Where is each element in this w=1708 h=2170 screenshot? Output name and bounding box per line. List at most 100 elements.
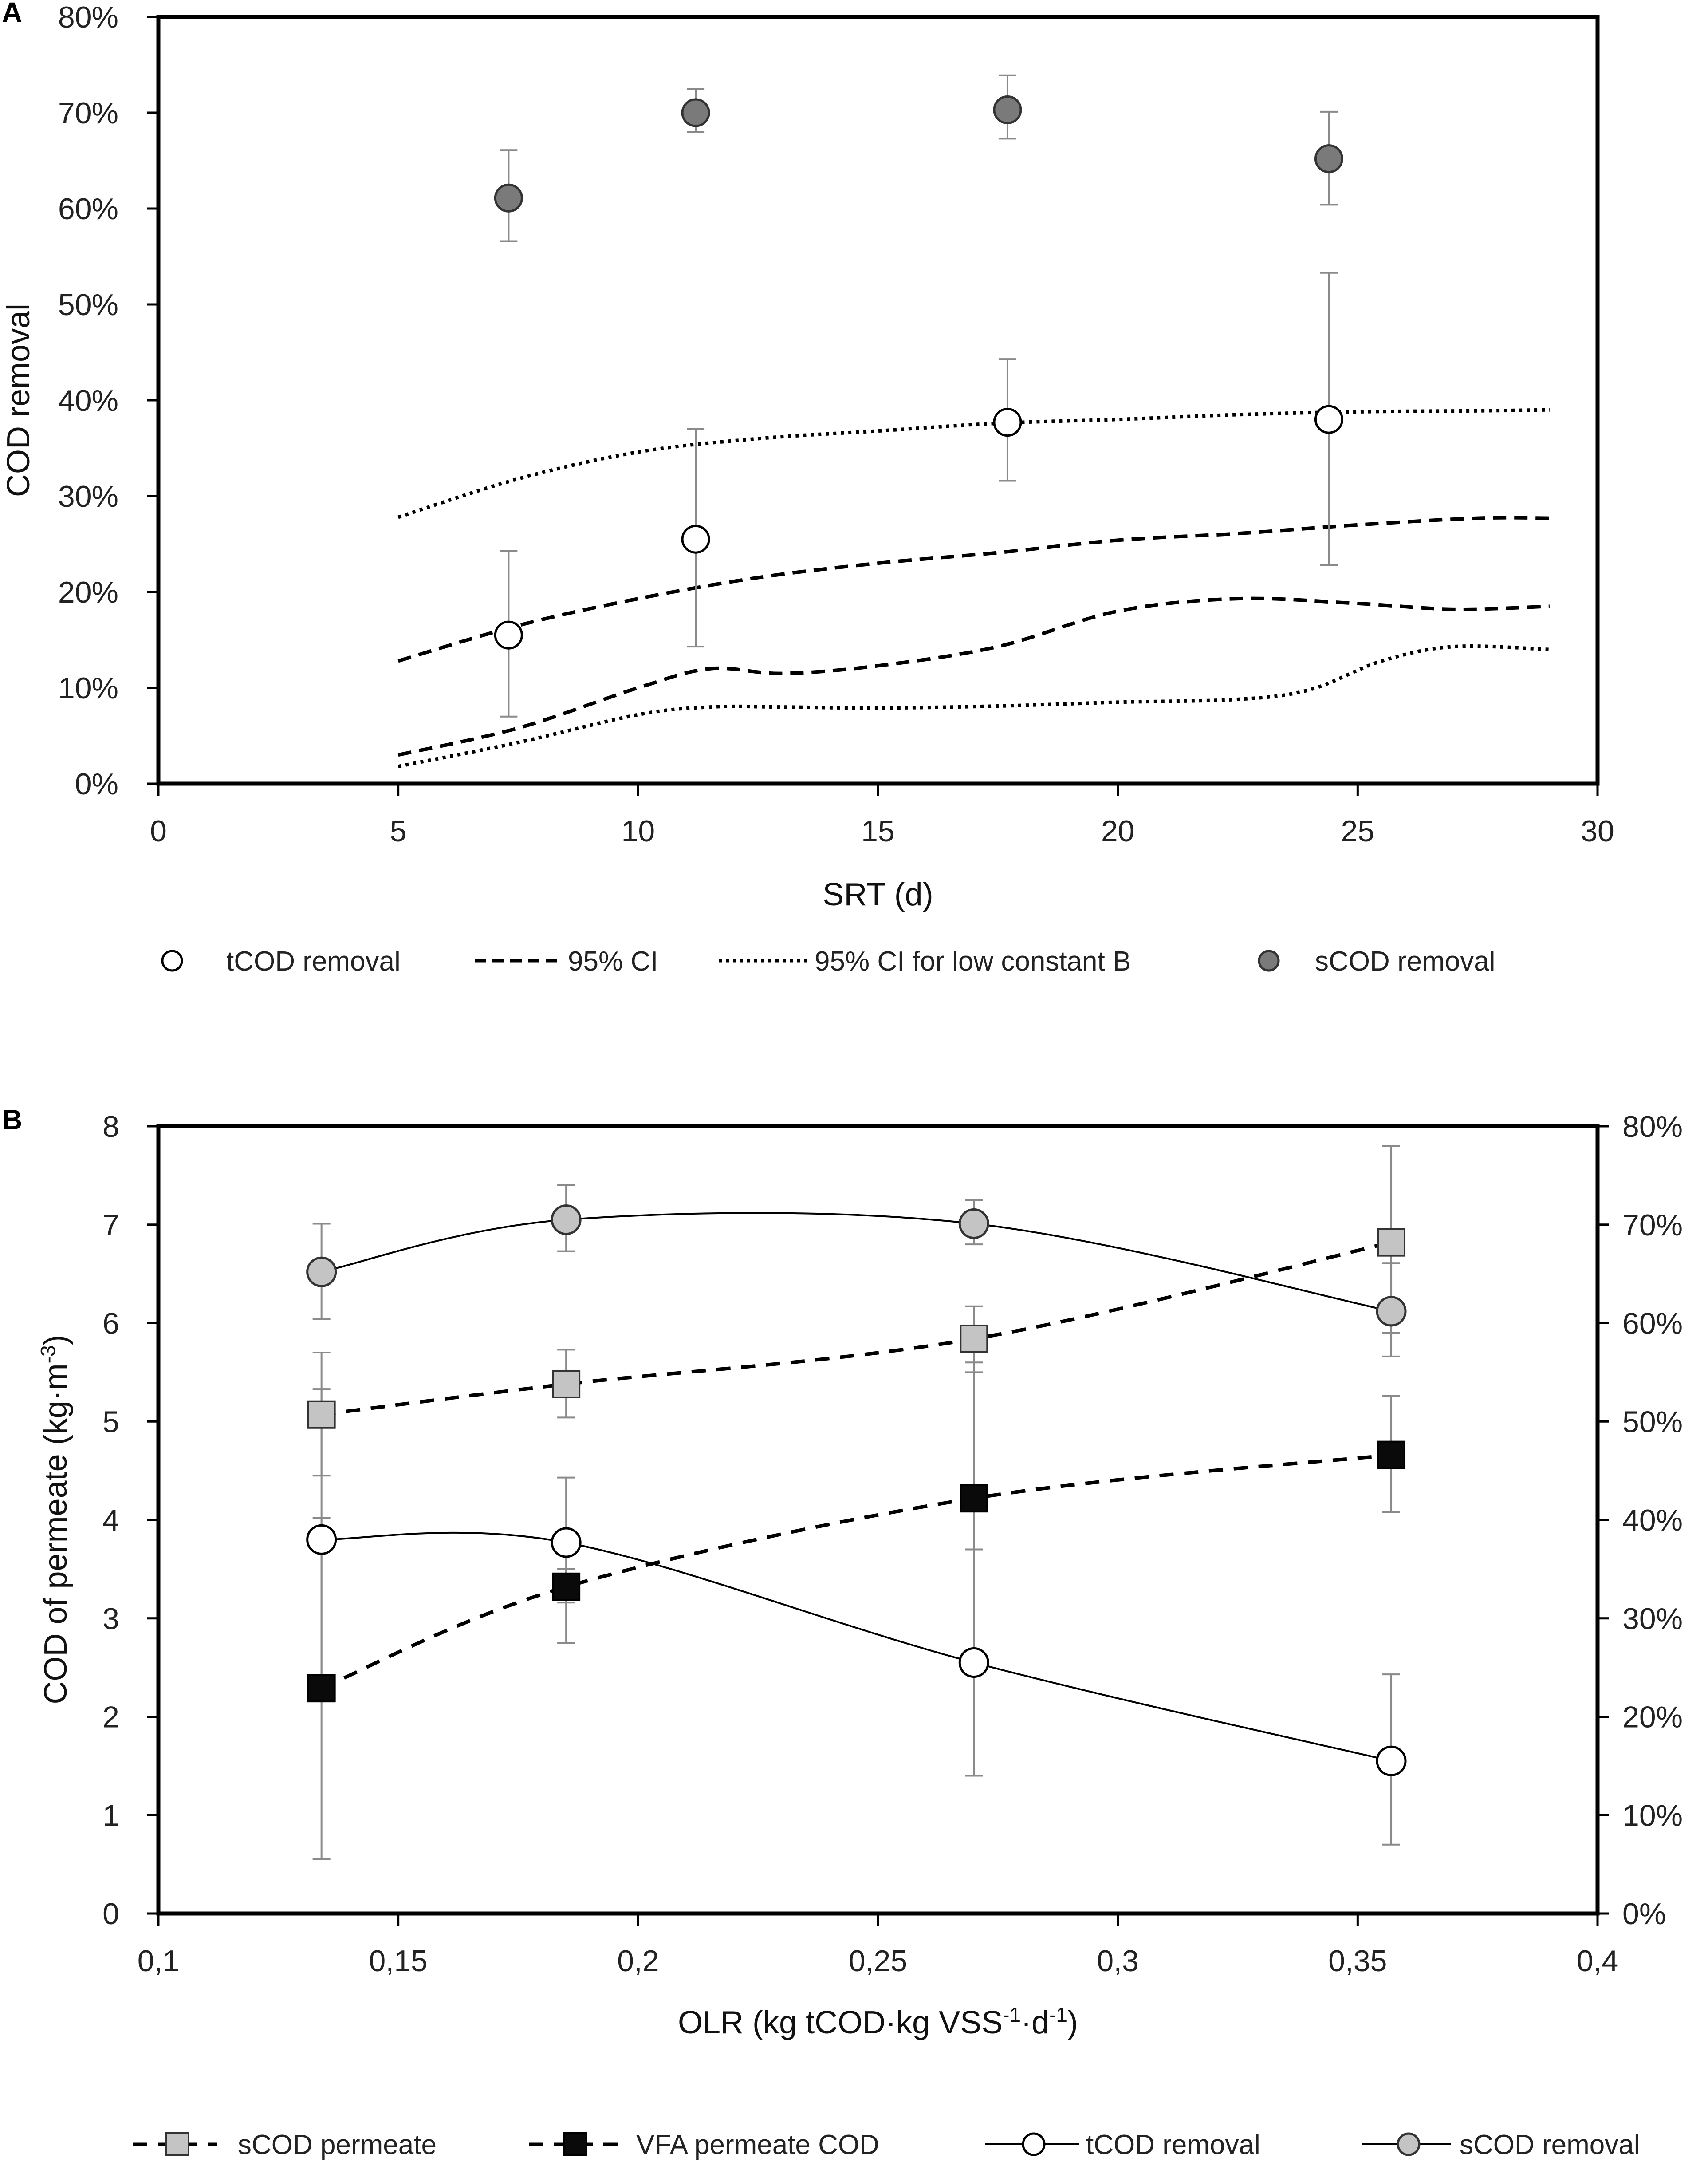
panel-a-tcod-point xyxy=(494,620,523,650)
panel-b-x-tick-label: 0,2 xyxy=(617,1944,659,1978)
panel-b-x-title-main: OLR (kg tCOD·kg VSS xyxy=(678,2005,1003,2040)
panel-a-ci95-low-b-curve xyxy=(397,644,1550,769)
panel-a-x-tick-label: 20 xyxy=(1101,814,1135,848)
panel-b-tcod-point xyxy=(1376,1745,1407,1776)
panel-b-x-title-mid: ·d xyxy=(1021,2005,1049,2040)
panel-b-label: B xyxy=(2,1104,22,1136)
panel-b-right-tick-label: 50% xyxy=(1622,1405,1683,1439)
panel-b-x-tick-label: 0,25 xyxy=(849,1944,907,1978)
panel-b-left-tick-label: 3 xyxy=(102,1602,119,1636)
panel-b-left-tick-label: 1 xyxy=(102,1799,119,1832)
panel-a-ci95-curve xyxy=(397,516,1550,663)
panel-a-ticks: 0 5 10 15 20 25 30 0% 10% 20% 30% 40% 50% 60% 70% 80% xyxy=(58,0,1614,848)
panel-b-scod-permeate-point xyxy=(960,1324,988,1353)
panel-a-y-tick-label: 40% xyxy=(58,384,118,418)
panel-a-y-tick-label: 50% xyxy=(58,288,118,322)
panel-b-plot-frame xyxy=(156,1124,1600,1916)
panel-b-right-tick-label: 0% xyxy=(1622,1897,1666,1931)
panel-b-y-axis-title: COD of permeate (kg·m-3) xyxy=(36,1334,74,1704)
panel-b-right-tick-label: 40% xyxy=(1622,1503,1683,1537)
panel-b-curves xyxy=(321,1212,1392,1762)
panel-b-x-tick-label: 0,35 xyxy=(1328,1944,1387,1978)
panel-b-right-tick-label: 30% xyxy=(1622,1602,1683,1636)
panel-b: B 0,1 0,15 0,2 0,25 0,3 0,35 0,40123456780%10%… xyxy=(2,1104,1683,2160)
panel-b-right-tick-label: 20% xyxy=(1622,1700,1683,1734)
panel-b-y-title-main: COD of permeate (kg·m xyxy=(38,1363,74,1704)
panel-a-y-tick-label: 60% xyxy=(58,192,118,226)
panel-b-x-tick-label: 0,15 xyxy=(369,1944,427,1978)
panel-a-tcod-point xyxy=(1314,405,1343,434)
legend-b-tcod-label: tCOD removal xyxy=(1086,2130,1260,2160)
panel-b-x-tick-label: 0,1 xyxy=(138,1944,180,1978)
panel-a-scod-point xyxy=(494,183,523,213)
legend-b-vfa-marker xyxy=(563,2132,587,2156)
panel-b-right-tick-label: 70% xyxy=(1622,1208,1683,1242)
panel-b-tcod-point xyxy=(306,1524,337,1555)
legend-b-scod-marker xyxy=(1397,2132,1421,2156)
legend-b-scod-permeate-marker xyxy=(165,2132,189,2156)
panel-a-y-tick-label: 20% xyxy=(58,576,118,609)
legend-a-tcod-label: tCOD removal xyxy=(226,946,401,977)
panel-b-right-tick-label: 10% xyxy=(1622,1799,1683,1832)
panel-a-y-tick-label: 30% xyxy=(58,480,118,513)
panel-a-x-tick-label: 15 xyxy=(861,814,895,848)
panel-a-curves xyxy=(397,408,1550,769)
panel-a-y-tick-label: 0% xyxy=(75,767,118,801)
panel-b-left-tick-label: 6 xyxy=(102,1307,119,1341)
panel-b-left-tick-label: 0 xyxy=(102,1897,119,1931)
panel-b-scod-point xyxy=(958,1208,989,1239)
legend-a-ci-low-b-label: 95% CI for low constant B xyxy=(815,946,1131,977)
panel-b-x-title-sup1: -1 xyxy=(1003,2003,1021,2026)
panel-a-x-axis-title: SRT (d) xyxy=(823,877,933,912)
legend-a-ci-label: 95% CI xyxy=(568,946,658,977)
legend-b-scod-label: sCOD removal xyxy=(1460,2130,1640,2160)
panel-b-black-square-line xyxy=(321,1453,1392,1690)
panel-a-label: A xyxy=(2,0,22,28)
panel-b-left-tick-label: 8 xyxy=(102,1110,119,1144)
panel-b-x-axis-title: OLR (kg tCOD·kg VSS-1·d-1) xyxy=(678,2003,1078,2040)
panel-b-open-circle-line xyxy=(321,1531,1392,1762)
panel-b-scod-point xyxy=(306,1256,337,1287)
panel-b-tcod-point xyxy=(958,1647,989,1678)
panel-b-scod-permeate-point xyxy=(552,1369,581,1398)
panel-a-y-axis-title: COD removal xyxy=(1,304,36,497)
panel-a-ci95-curve xyxy=(397,596,1550,757)
panel-b-left-tick-label: 4 xyxy=(102,1503,119,1537)
legend-b-scod-permeate-label: sCOD permeate xyxy=(238,2130,437,2160)
panel-a-tcod-point xyxy=(993,408,1022,437)
panel-a-scod-point xyxy=(681,98,710,127)
legend-a-tcod-marker xyxy=(161,950,183,972)
panel-b-x-tick-label: 0,3 xyxy=(1097,1944,1139,1978)
panel-b-legend: sCOD permeate VFA permeate COD tCOD remo… xyxy=(133,2130,1640,2160)
panel-a-marks xyxy=(494,74,1343,718)
panel-b-right-tick-label: 80% xyxy=(1622,1110,1683,1144)
panel-a-y-tick-label: 80% xyxy=(58,0,118,34)
panel-b-right-tick-label: 60% xyxy=(1622,1307,1683,1341)
panel-a-x-tick-label: 25 xyxy=(1341,814,1375,848)
panel-b-vfa-point xyxy=(1377,1440,1406,1469)
panel-b-y-title-end: ) xyxy=(38,1334,74,1345)
panel-a-ci95-low-b-curve xyxy=(397,408,1550,519)
panel-a-x-tick-label: 30 xyxy=(1581,814,1614,848)
panel-a-plot-frame xyxy=(156,15,1600,786)
panel-b-y-title-sup: -3 xyxy=(36,1345,59,1363)
legend-a-scod-label: sCOD removal xyxy=(1315,946,1495,977)
panel-a-y-tick-label: 10% xyxy=(58,671,118,705)
panel-b-x-title-end: ) xyxy=(1067,2005,1078,2040)
panel-b-scod-permeate-point xyxy=(307,1400,336,1429)
panel-b-tcod-point xyxy=(551,1527,582,1558)
legend-a-scod-marker xyxy=(1258,950,1280,972)
legend-b-tcod-marker xyxy=(1022,2132,1046,2156)
panel-b-scod-point xyxy=(1376,1296,1407,1327)
panel-a-legend: tCOD removal 95% CI 95% CI for low const… xyxy=(161,946,1495,977)
panel-a-x-tick-label: 10 xyxy=(622,814,655,848)
panel-b-grey-circle-line xyxy=(321,1212,1392,1312)
panel-b-left-tick-label: 2 xyxy=(102,1700,119,1734)
panel-b-scod-permeate-point xyxy=(1377,1228,1406,1257)
panel-a-x-tick-label: 0 xyxy=(150,814,167,848)
panel-b-vfa-point xyxy=(307,1674,336,1703)
panel-a-scod-point xyxy=(993,95,1022,125)
panel-a-y-tick-label: 70% xyxy=(58,96,118,130)
panel-b-grey-square-line xyxy=(321,1240,1392,1416)
